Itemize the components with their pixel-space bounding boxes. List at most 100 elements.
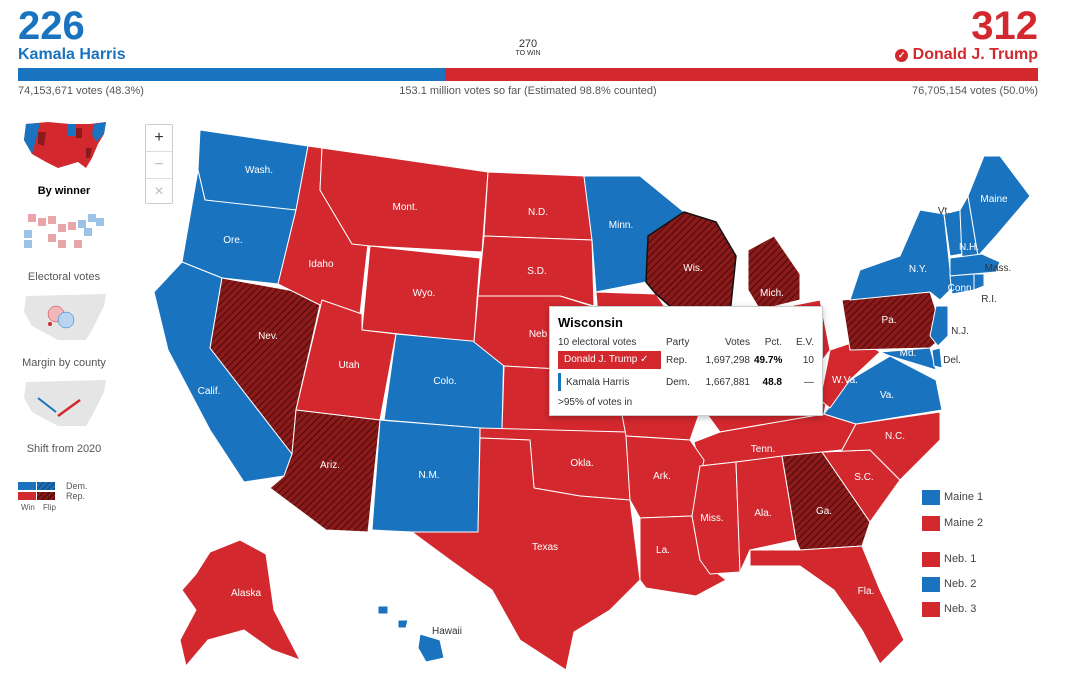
district-label: Maine 1 [944, 491, 984, 503]
trump-name-row: ✓ Donald J. Trump [895, 46, 1038, 64]
label-nh: N.H. [959, 242, 979, 253]
view-label: Shift from 2020 [26, 443, 102, 455]
view-label: Margin by county [22, 357, 106, 369]
label-va: Va. [880, 390, 894, 401]
by-winner-thumbnail [24, 122, 106, 168]
trump-votes: 76,705,154 votes (50.0%) [912, 85, 1038, 97]
tooltip-party: Rep. [666, 355, 688, 366]
state-texas[interactable] [411, 437, 641, 671]
label-texas: Texas [532, 542, 558, 553]
state-rhode-island[interactable] [973, 273, 985, 291]
label-tenn: Tenn. [751, 444, 775, 455]
label-wyo: Wyo. [413, 288, 436, 299]
tooltip-row-harris: Kamala Harris Dem. 1,667,881 48.8 — [558, 373, 814, 391]
ev-bar-dem [18, 68, 446, 81]
ev-bar-rep [445, 68, 1038, 81]
state-alaska[interactable] [179, 539, 301, 667]
label-pa: Pa. [881, 315, 896, 326]
reset-zoom-button[interactable]: × [146, 178, 172, 205]
label-okla: Okla. [570, 458, 593, 469]
state-delaware[interactable] [931, 347, 943, 369]
label-mass: Mass. [985, 263, 1012, 274]
threshold-value: 270 [518, 38, 538, 50]
tooltip-ev: 10 [802, 355, 814, 366]
shift-from-2020-thumbnail [24, 380, 106, 426]
state-north-dakota[interactable] [483, 171, 593, 241]
label-mont: Mont. [392, 202, 417, 213]
label-ala: Ala. [754, 508, 771, 519]
label-idaho: Idaho [308, 259, 333, 270]
state-michigan[interactable] [747, 235, 801, 311]
state-maryland[interactable] [879, 347, 937, 371]
win-label: Win [21, 503, 35, 512]
district-swatch [922, 490, 940, 505]
label-calif: Calif. [198, 386, 221, 397]
label-ark: Ark. [653, 471, 671, 482]
label-colo: Colo. [433, 376, 456, 387]
district-label: Maine 2 [944, 517, 984, 529]
label-mich: Mich. [760, 288, 784, 299]
label-utah: Utah [338, 360, 359, 371]
view-label: By winner [37, 185, 91, 197]
flip-label: Flip [43, 503, 56, 512]
dem-flip-swatch [37, 482, 55, 490]
state-maine[interactable] [967, 155, 1031, 257]
tooltip-header-party: Party [666, 337, 690, 348]
state-alabama[interactable] [735, 455, 797, 573]
threshold-label: TO WIN [515, 50, 541, 57]
label-wva: W.Va. [832, 375, 858, 386]
view-margin-by-county[interactable]: Margin by county [14, 290, 114, 369]
label-sc: S.C. [854, 472, 873, 483]
label-la: La. [656, 545, 670, 556]
tooltip-ev-label: 10 electoral votes [558, 337, 637, 348]
tooltip-votes: 1,667,881 [705, 377, 751, 388]
label-neb: Neb [529, 329, 548, 340]
label-ga: Ga. [816, 506, 832, 517]
tooltip-header-ev: E.V. [796, 337, 814, 348]
view-electoral-votes[interactable]: Electoral votes [14, 204, 114, 283]
rep-flip-swatch [37, 492, 55, 500]
harris-name: Kamala Harris [18, 46, 126, 63]
district-swatch [922, 577, 940, 592]
trump-name: Donald J. Trump [912, 46, 1038, 63]
label-wis: Wis. [683, 263, 702, 274]
tooltip-header-votes: Votes [724, 337, 750, 348]
harris-ev-count: 226 [18, 4, 85, 48]
label-wash: Wash. [245, 165, 273, 176]
rep-label: Rep. [66, 491, 86, 501]
trump-ev-count: 312 [971, 4, 1038, 48]
tooltip-votes: 1,697,298 [705, 355, 751, 366]
tooltip-pct: 49.7% [754, 355, 783, 366]
state-tooltip: Wisconsin 10 electoral votes Party Votes… [549, 306, 823, 416]
label-nj: N.J. [951, 326, 969, 337]
tooltip-candidate: Kamala Harris [566, 377, 630, 388]
label-ny: N.Y. [909, 264, 927, 275]
state-labels: Wash. Ore. Calif. Nev. Idaho Mont. Wyo. … [198, 165, 1012, 637]
zoom-controls: + − × [145, 124, 173, 204]
tooltip-ev: — [804, 377, 814, 388]
label-ariz: Ariz. [320, 460, 340, 471]
zoom-out-button[interactable]: − [146, 151, 172, 178]
margin-by-county-thumbnail [24, 294, 106, 340]
label-vt: Vt. [938, 206, 950, 217]
view-shift-from-2020[interactable]: Shift from 2020 [14, 376, 114, 455]
state-florida[interactable] [749, 545, 905, 665]
label-maine: Maine [980, 194, 1008, 205]
tooltip-header-pct: Pct. [764, 337, 782, 348]
state-hawaii[interactable] [377, 605, 445, 663]
label-conn: Conn. [948, 283, 975, 294]
view-label: Electoral votes [27, 271, 101, 283]
tooltip-state-name: Wisconsin [558, 315, 623, 330]
district-swatch [922, 552, 940, 567]
state-arizona[interactable] [269, 409, 381, 533]
state-new-jersey[interactable] [929, 305, 949, 347]
zoom-in-button[interactable]: + [154, 129, 164, 146]
state-new-york[interactable] [849, 209, 953, 301]
dem-win-swatch [18, 482, 36, 490]
state-massachusetts[interactable] [949, 253, 1001, 277]
view-by-winner[interactable]: By winner [14, 118, 114, 197]
tooltip-pct: 48.8 [762, 377, 782, 388]
label-md: Md. [900, 348, 917, 359]
rep-win-swatch [18, 492, 36, 500]
ev-bar [18, 68, 1038, 81]
